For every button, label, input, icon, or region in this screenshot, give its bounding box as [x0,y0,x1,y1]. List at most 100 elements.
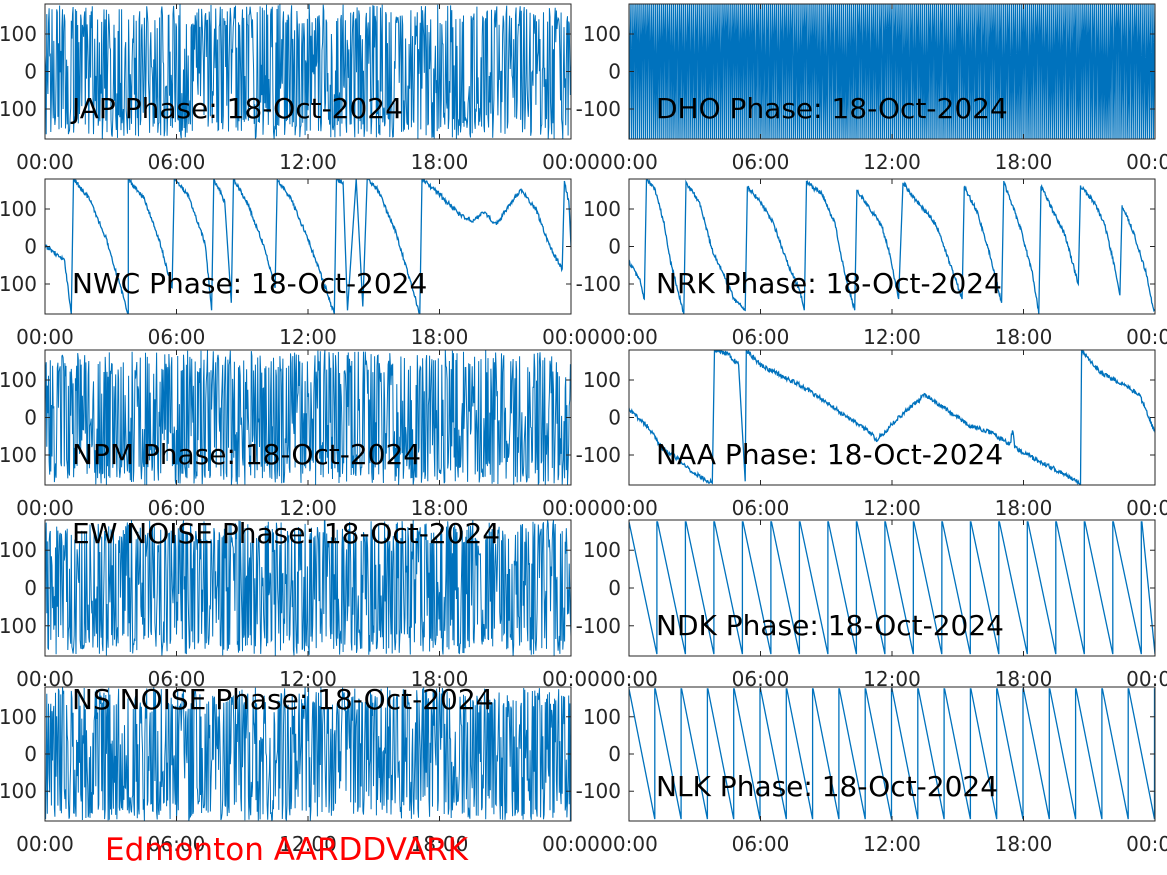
x-tick-label: 06:00 [732,496,790,520]
y-tick-label: 100 [0,538,37,562]
x-tick-label: 18:00 [411,496,469,520]
panel-title-dho: DHO Phase: 18-Oct-2024 [656,92,1008,125]
chart-panel-npm: -100 0 100 00:00 06:00 12:00 18:00 00:00 NPM Pha… [0,349,600,520]
chart-panels: -100 0 100 00:00 06:00 12:00 18:00 00:00 JAP Pha… [0,3,1167,856]
x-tick-label: 12:00 [863,832,921,856]
series-line-ndk [629,521,1155,655]
x-tick-label: 12:00 [863,496,921,520]
x-tick-label: 00:00 [1126,832,1167,856]
y-tick-label: -100 [0,614,37,638]
panel-title-naa: NAA Phase: 18-Oct-2024 [656,438,1003,471]
series-line-npm [45,350,571,485]
series-line-nrk [629,179,1155,314]
chart-panel-nwc: -100 0 100 00:00 06:00 12:00 18:00 00:00 NWC Pha… [0,178,600,349]
y-tick-label: 100 [583,368,621,392]
y-tick-label: 100 [583,705,621,729]
x-tick-label: 06:00 [148,150,206,174]
y-tick-label: 100 [583,538,621,562]
panel-title-jap: JAP Phase: 18-Oct-2024 [70,92,403,125]
series-line-ew_noise [45,520,571,656]
chart-panel-jap: -100 0 100 00:00 06:00 12:00 18:00 00:00 JAP Pha… [0,3,600,174]
y-tick-label: 100 [583,22,621,46]
series-line-ns_noise [45,687,571,821]
y-tick-label: 0 [24,576,37,600]
x-tick-label: 12:00 [279,832,337,856]
panel-title-nrk: NRK Phase: 18-Oct-2024 [656,267,1002,300]
y-tick-label: -100 [576,272,621,296]
x-tick-label: 00:00 [542,496,600,520]
x-tick-label: 06:00 [732,325,790,349]
y-tick-label: 0 [608,742,621,766]
y-tick-label: -100 [576,443,621,467]
x-tick-label: 12:00 [279,496,337,520]
x-tick-label: 12:00 [863,150,921,174]
chart-panel-dho: -100 0 100 00:00 06:00 12:00 18:00 00:00 DHO Pha… [576,3,1167,174]
panel-title-ew_noise: EW NOISE Phase: 18-Oct-2024 [72,517,500,550]
x-tick-label: 12:00 [279,325,337,349]
y-tick-label: 0 [24,406,37,430]
y-tick-label: 0 [24,235,37,259]
series-line-nlk [629,688,1155,820]
x-tick-label: 00:00 [1126,150,1167,174]
x-tick-label: 18:00 [995,496,1053,520]
series-line-naa [629,350,1155,485]
y-tick-label: 0 [608,60,621,84]
x-tick-label: 00:00 [542,325,600,349]
y-tick-label: 0 [608,235,621,259]
x-tick-label: 18:00 [995,150,1053,174]
figure-footer-title: Edmonton AARDDVARK [105,832,469,868]
chart-panel-nrk: -100 0 100 00:00 06:00 12:00 18:00 00:00 NRK Pha… [576,178,1167,349]
y-tick-label: 100 [0,368,37,392]
y-tick-label: 0 [24,742,37,766]
panel-title-nlk: NLK Phase: 18-Oct-2024 [656,770,998,803]
x-tick-label: 18:00 [411,150,469,174]
panel-title-npm: NPM Phase: 18-Oct-2024 [72,438,421,471]
x-tick-label: 18:00 [995,832,1053,856]
x-tick-label: 12:00 [279,150,337,174]
panel-title-ndk: NDK Phase: 18-Oct-2024 [656,609,1004,642]
y-tick-label: -100 [0,443,37,467]
y-tick-label: -100 [576,97,621,121]
y-tick-label: 100 [0,705,37,729]
y-tick-label: 0 [608,576,621,600]
x-tick-label: 18:00 [995,325,1053,349]
y-tick-label: -100 [0,779,37,803]
y-tick-label: 100 [0,197,37,221]
x-tick-label: 00:00 [600,325,658,349]
chart-panel-naa: -100 0 100 00:00 06:00 12:00 18:00 00:00 NAA Pha… [576,349,1167,520]
x-tick-label: 00:00 [16,832,74,856]
y-tick-label: -100 [576,614,621,638]
series-line-jap [45,4,571,139]
chart-panel-ns_noise: -100 0 100 00:00 06:00 12:00 18:00 00:00 NS NOIS… [0,683,600,856]
y-tick-label: -100 [0,272,37,296]
y-tick-label: 0 [24,60,37,84]
x-tick-label: 00:00 [542,150,600,174]
y-tick-label: -100 [576,779,621,803]
chart-panel-nlk: -100 0 100 00:00 06:00 12:00 18:00 00:00 NLK Pha… [576,686,1167,856]
y-tick-label: 100 [0,22,37,46]
x-tick-label: 06:00 [148,496,206,520]
x-tick-label: 00:00 [1126,325,1167,349]
x-tick-label: 06:00 [148,832,206,856]
y-tick-label: 0 [608,406,621,430]
y-tick-label: -100 [0,97,37,121]
x-tick-label: 00:00 [16,150,74,174]
series-line-dho [629,4,1155,139]
x-tick-label: 06:00 [732,832,790,856]
x-tick-label: 18:00 [411,832,469,856]
x-tick-label: 00:00 [600,150,658,174]
panel-title-nwc: NWC Phase: 18-Oct-2024 [72,267,427,300]
x-tick-label: 12:00 [863,325,921,349]
x-tick-label: 00:00 [16,325,74,349]
x-tick-label: 00:00 [600,496,658,520]
x-tick-label: 00:00 [542,832,600,856]
x-tick-label: 06:00 [732,150,790,174]
x-tick-label: 06:00 [148,325,206,349]
panel-title-ns_noise: NS NOISE Phase: 18-Oct-2024 [72,683,493,716]
y-tick-label: 100 [583,197,621,221]
x-tick-label: 00:00 [16,496,74,520]
x-tick-label: 00:00 [600,832,658,856]
